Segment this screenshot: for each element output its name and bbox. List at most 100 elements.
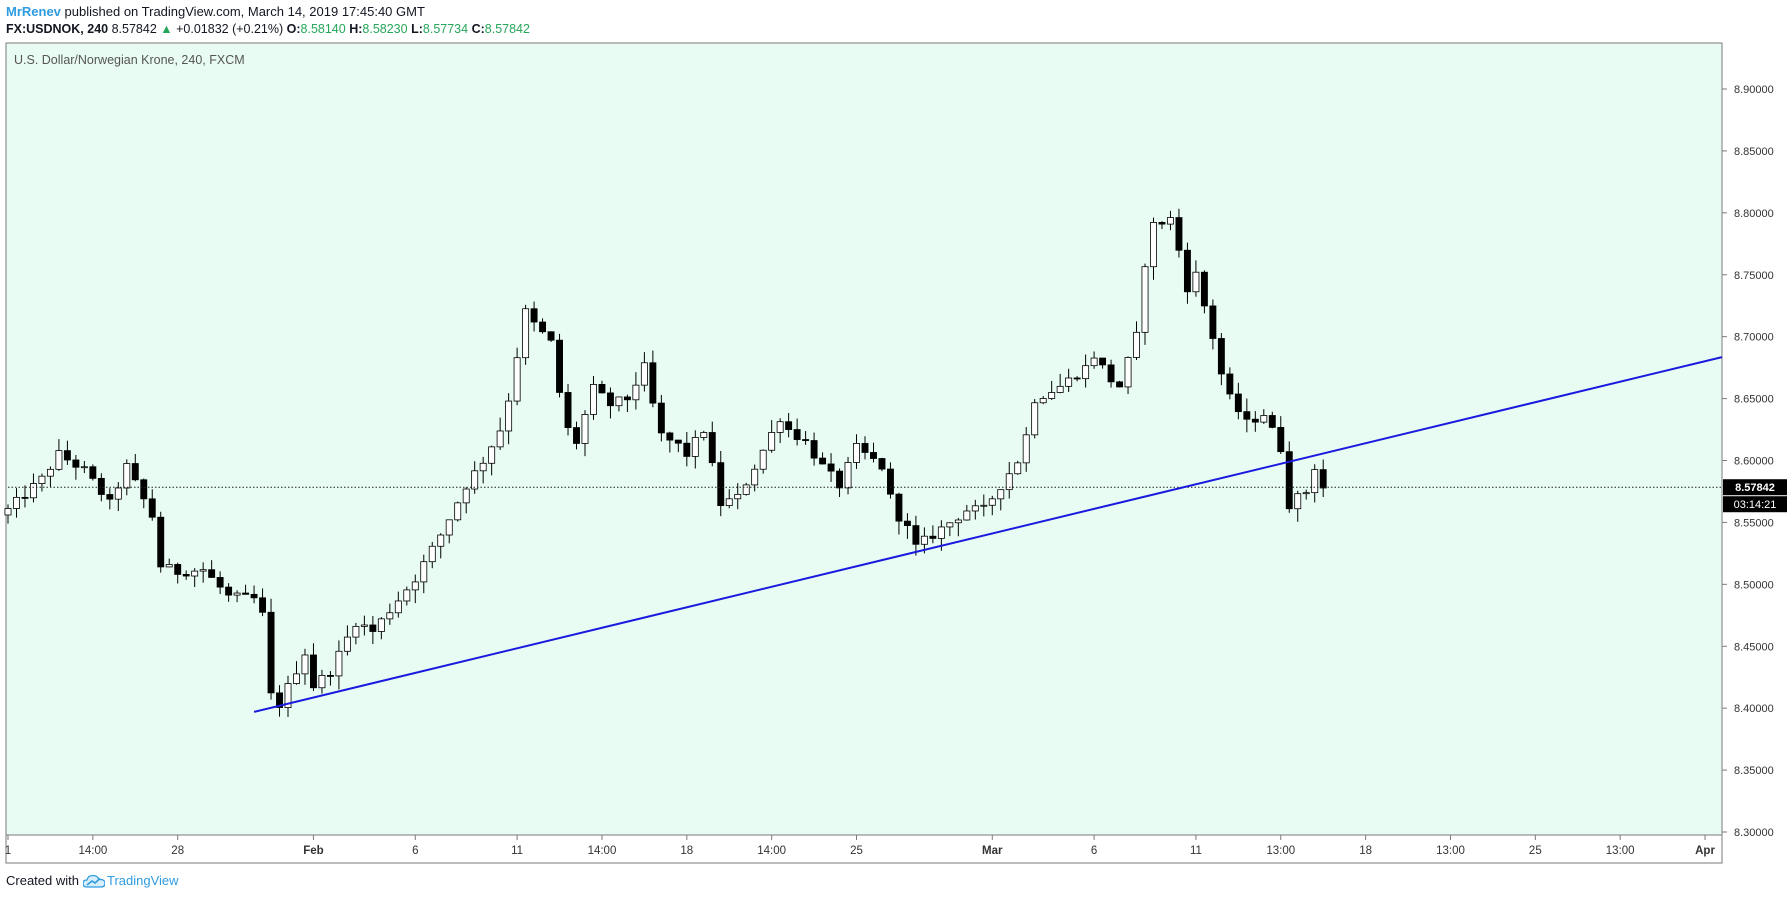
- price-tick-label: 8.75000: [1734, 270, 1774, 282]
- candle-body: [157, 516, 165, 568]
- close-value: 8.57842: [484, 22, 530, 36]
- candle-body: [598, 384, 606, 394]
- candle-body: [1107, 364, 1115, 383]
- low-value: 8.57734: [422, 22, 469, 36]
- candle-body: [903, 520, 911, 526]
- candle-body: [623, 396, 631, 401]
- candle-body: [547, 331, 555, 341]
- candle-body: [836, 470, 843, 489]
- symbol-quote-line: FX:USDNOK, 240 8.57842 ▲ +0.01832 (+0.21…: [6, 21, 530, 37]
- price-tick-label: 8.40000: [1734, 703, 1774, 715]
- plot-area[interactable]: [5, 42, 1723, 836]
- candle-body: [793, 429, 801, 440]
- price-chart[interactable]: 8.30000 8.35000 8.40000 8.45000 8.50000 8.550…: [0, 0, 1788, 870]
- candle-body: [1082, 365, 1090, 380]
- candle-body: [920, 535, 928, 545]
- time-tick-label: 13:00: [1436, 845, 1465, 857]
- time-tick-label: Feb: [303, 845, 323, 857]
- candle-body: [1277, 426, 1285, 453]
- price-tick-label: 8.60000: [1734, 456, 1774, 468]
- candle-body: [1116, 381, 1124, 388]
- candle-body: [674, 439, 682, 444]
- candle-body: [802, 439, 810, 441]
- candle-body: [954, 519, 962, 524]
- candle-body: [1065, 377, 1073, 387]
- price-tick-label: 8.30000: [1734, 827, 1774, 839]
- candle-body: [471, 470, 479, 490]
- last-price: 8.57842: [111, 22, 157, 36]
- candle-body: [250, 593, 258, 599]
- candle-body: [980, 504, 988, 507]
- candle-body: [428, 545, 436, 563]
- candle-body: [131, 463, 139, 481]
- candle-body: [1183, 249, 1191, 293]
- candle-body: [89, 466, 97, 479]
- candle-body: [700, 432, 708, 438]
- price-tick-label: 8.70000: [1734, 332, 1774, 344]
- candle-body: [352, 625, 360, 638]
- candle-body: [505, 400, 513, 432]
- candle-body: [114, 487, 122, 500]
- price-tick-label: 8.85000: [1734, 146, 1774, 158]
- time-tick-label: 11: [1190, 845, 1202, 857]
- candle-body: [539, 321, 547, 333]
- candle-body: [301, 654, 309, 675]
- author-link[interactable]: MrRenev: [6, 4, 61, 19]
- candle-body: [394, 600, 402, 614]
- candle-body: [785, 421, 793, 430]
- candle-body: [1005, 473, 1013, 491]
- change-up-icon: ▲: [160, 22, 173, 36]
- candle-body: [191, 570, 199, 577]
- candle-body: [1073, 377, 1081, 380]
- candle-body: [1294, 493, 1302, 510]
- price-axis[interactable]: [1722, 43, 1788, 835]
- candle-body: [556, 339, 563, 393]
- candle-body: [742, 484, 750, 495]
- price-tick-label: 8.80000: [1734, 208, 1774, 220]
- price-tick-label: 8.45000: [1734, 641, 1774, 653]
- candle-body: [1048, 392, 1056, 399]
- trendline[interactable]: [253, 356, 1723, 713]
- open-label: O:: [286, 22, 301, 36]
- candle-body: [38, 475, 46, 484]
- candle-body: [360, 624, 368, 627]
- countdown-tag-label: 03:14:21: [1734, 499, 1777, 511]
- candle-body: [182, 574, 190, 577]
- candle-body: [929, 535, 937, 539]
- time-tick-label: 14:00: [78, 845, 107, 857]
- candle-body: [590, 384, 597, 415]
- candle-body: [573, 427, 580, 444]
- candle-body: [1031, 402, 1039, 436]
- candle-body: [997, 489, 1005, 500]
- candle-body: [1285, 451, 1293, 510]
- candle-body: [165, 564, 173, 568]
- candle-body: [174, 564, 182, 575]
- candle-body: [199, 569, 207, 572]
- candle-body: [1268, 415, 1276, 428]
- candle-body: [216, 577, 224, 588]
- candle-body: [887, 468, 894, 495]
- candle-body: [13, 496, 20, 509]
- tradingview-link[interactable]: TradingView: [106, 873, 179, 888]
- candle-body: [420, 561, 428, 583]
- time-tick-label: 11: [511, 845, 523, 857]
- candle-body: [895, 493, 903, 522]
- candle-body: [1056, 385, 1064, 393]
- candle-body: [106, 494, 114, 500]
- candle-body: [123, 463, 131, 489]
- candle-body: [776, 421, 784, 433]
- candle-body: [988, 498, 996, 506]
- candle-body: [208, 569, 216, 578]
- candle-body: [1226, 373, 1234, 395]
- candle-body: [827, 463, 835, 472]
- price-tick-label: 8.50000: [1734, 579, 1774, 591]
- candle-body: [284, 683, 292, 708]
- candle-body: [488, 446, 496, 464]
- tradingview-cloud-icon: [82, 874, 105, 888]
- candle-body: [233, 592, 241, 596]
- candle-body: [819, 457, 827, 465]
- time-axis[interactable]: [5, 834, 1723, 864]
- candle-body: [140, 479, 148, 500]
- created-with-label: Created with: [6, 873, 79, 888]
- time-tick-label: 14:00: [588, 845, 617, 857]
